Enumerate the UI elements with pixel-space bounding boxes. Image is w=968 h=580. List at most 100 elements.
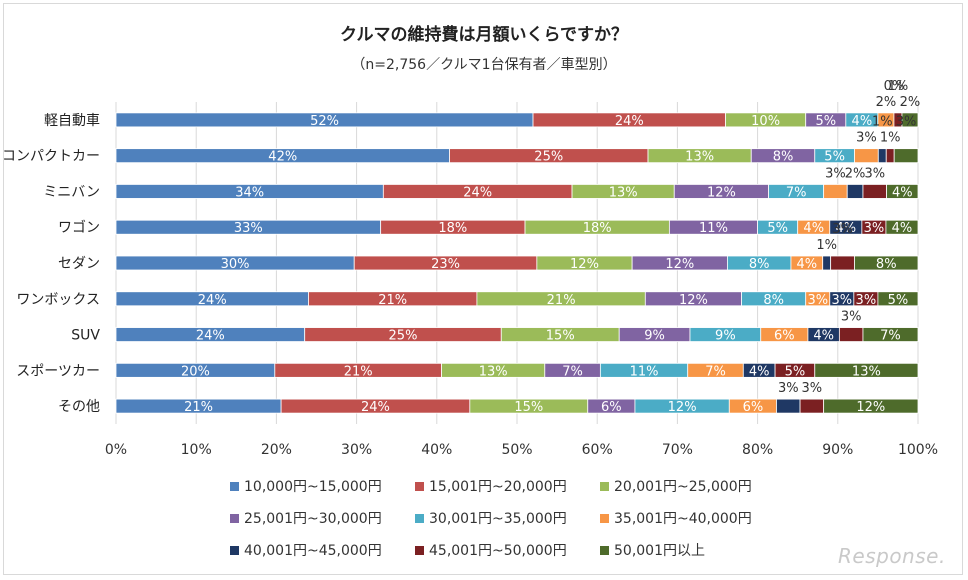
legend-swatch bbox=[600, 513, 609, 523]
legend-item: 35,001円~40,000円 bbox=[600, 508, 752, 528]
data-label: 3% bbox=[831, 293, 852, 308]
legend-item: 30,001円~35,000円 bbox=[415, 508, 567, 528]
data-label: 12% bbox=[668, 400, 697, 415]
data-label: 3% bbox=[841, 310, 862, 325]
data-label: 4% bbox=[836, 221, 857, 236]
data-label: 3% bbox=[864, 221, 885, 236]
x-tick-label: 100% bbox=[898, 442, 938, 458]
data-label: 4% bbox=[803, 221, 824, 236]
bar-segment bbox=[776, 398, 801, 414]
category-label: その他 bbox=[58, 399, 100, 415]
bar-segment bbox=[822, 255, 832, 271]
data-label: 30% bbox=[221, 257, 250, 272]
data-label: 12% bbox=[679, 293, 708, 308]
bar-segment bbox=[814, 362, 919, 378]
x-tick-label: 40% bbox=[421, 442, 452, 458]
data-label: 24% bbox=[361, 400, 390, 415]
bar-segment bbox=[838, 327, 864, 342]
data-label: 25% bbox=[534, 150, 563, 165]
category-label: ワゴン bbox=[58, 219, 100, 236]
data-label: 8% bbox=[773, 150, 794, 165]
data-label: 0% bbox=[884, 79, 905, 94]
data-label: 6% bbox=[601, 400, 622, 415]
legend-swatch bbox=[600, 545, 609, 555]
bar-segment bbox=[862, 327, 919, 342]
legend-label: 45,001円~50,000円 bbox=[429, 543, 567, 559]
data-label: 24% bbox=[615, 114, 644, 129]
legend-item: 25,001円~30,000円 bbox=[230, 508, 382, 528]
data-label: 1% bbox=[880, 131, 901, 146]
bar-segment bbox=[854, 255, 919, 271]
data-label: 18% bbox=[583, 221, 612, 236]
data-label: 3% bbox=[832, 222, 853, 237]
data-label: 34% bbox=[235, 185, 264, 200]
legend-swatch bbox=[415, 545, 424, 555]
data-label: 12% bbox=[665, 257, 694, 272]
data-label: 7% bbox=[562, 364, 583, 379]
legend-item: 40,001円~45,000円 bbox=[230, 540, 382, 560]
data-label: 3% bbox=[825, 166, 846, 181]
bar-segment bbox=[854, 148, 879, 164]
data-label: 7% bbox=[880, 329, 901, 344]
category-label: セダン bbox=[58, 256, 100, 272]
data-label: 18% bbox=[438, 221, 467, 236]
data-label: 3% bbox=[856, 293, 877, 308]
data-label: 4% bbox=[892, 221, 913, 236]
data-label: 7% bbox=[705, 364, 726, 379]
bar-segment bbox=[886, 184, 919, 199]
data-label: 1% bbox=[872, 115, 893, 130]
data-label: 12% bbox=[707, 185, 736, 200]
bar-segment bbox=[885, 148, 895, 164]
bar-segment bbox=[877, 291, 919, 307]
legend-swatch bbox=[600, 481, 609, 491]
data-label: 6% bbox=[774, 329, 795, 344]
data-label: 5% bbox=[824, 150, 845, 165]
data-label: 5% bbox=[785, 364, 806, 379]
data-label: 24% bbox=[198, 293, 227, 308]
bar-segment bbox=[846, 184, 864, 199]
bar-segment bbox=[862, 184, 887, 199]
data-label: 7% bbox=[786, 185, 807, 200]
data-label: 13% bbox=[479, 364, 508, 379]
data-label: 12% bbox=[856, 400, 885, 415]
legend-item: 50,001円以上 bbox=[600, 540, 705, 560]
bar-segment bbox=[823, 398, 919, 414]
data-label: 21% bbox=[184, 400, 213, 415]
data-label: 24% bbox=[463, 185, 492, 200]
legend-item: 20,001円~25,000円 bbox=[600, 476, 752, 496]
category-label: コンパクトカー bbox=[2, 149, 100, 165]
legend-item: 10,000円~15,000円 bbox=[230, 476, 382, 496]
legend-label: 50,001円以上 bbox=[614, 543, 705, 559]
data-label: 4% bbox=[892, 185, 913, 200]
data-label: 24% bbox=[196, 329, 225, 344]
bar-segment bbox=[799, 398, 825, 414]
data-label: 21% bbox=[378, 293, 407, 308]
x-tick-label: 10% bbox=[181, 442, 212, 458]
data-label: 8% bbox=[876, 257, 897, 272]
response-logo: Response. bbox=[838, 544, 946, 568]
data-label: 21% bbox=[547, 293, 576, 308]
data-label: 11% bbox=[699, 221, 728, 236]
x-tick-label: 90% bbox=[822, 442, 853, 458]
data-label: 3% bbox=[896, 115, 917, 130]
data-label: 42% bbox=[268, 150, 297, 165]
data-label: 20% bbox=[181, 364, 210, 379]
legend-swatch bbox=[230, 481, 239, 491]
data-label: 9% bbox=[644, 329, 665, 344]
chart-subtitle: （n=2,756／クルマ1台保有者／車型別） bbox=[351, 57, 617, 73]
data-label: 9% bbox=[715, 329, 736, 344]
legend-swatch bbox=[415, 513, 424, 523]
data-label: 13% bbox=[685, 150, 714, 165]
legend-swatch bbox=[230, 545, 239, 555]
x-tick-label: 30% bbox=[341, 442, 372, 458]
x-tick-label: 0% bbox=[105, 442, 127, 458]
data-label: 12% bbox=[570, 257, 599, 272]
category-label: スポーツカー bbox=[16, 363, 100, 379]
data-label: 3% bbox=[802, 381, 823, 396]
chart-title: クルマの維持費は月額いくらですか？ bbox=[340, 25, 628, 45]
legend-item: 45,001円~50,000円 bbox=[415, 540, 567, 560]
data-label: 4% bbox=[749, 364, 770, 379]
data-label: 2% bbox=[876, 95, 897, 110]
category-label: ミニバン bbox=[43, 184, 100, 200]
